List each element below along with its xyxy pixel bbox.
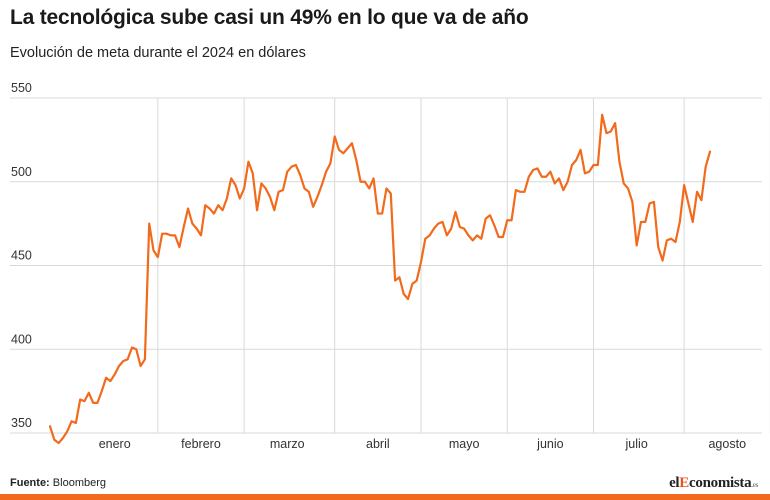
x-tick-label-marzo: marzo [270, 437, 305, 451]
x-tick-label-mayo: mayo [449, 437, 480, 451]
x-tick-label-enero: enero [99, 437, 131, 451]
y-tick-label-550: 550 [11, 81, 32, 95]
y-tick-label-400: 400 [11, 332, 32, 346]
source-value: Bloomberg [52, 477, 106, 489]
y-tick-label-350: 350 [11, 416, 32, 430]
x-tick-label-junio: junio [536, 437, 563, 451]
brand-suffix: .es [751, 481, 758, 489]
y-tick-label-450: 450 [11, 249, 32, 263]
brand-bar [0, 494, 770, 500]
brand-prefix: el [669, 475, 680, 491]
y-tick-label-500: 500 [11, 165, 32, 179]
x-tick-label-abril: abril [366, 437, 390, 451]
brand-e: E [679, 475, 690, 491]
chart-subtitle: Evolución de meta durante el 2024 en dól… [10, 45, 306, 61]
source-note: Fuente: Bloomberg [10, 477, 106, 489]
x-tick-label-febrero: febrero [181, 437, 221, 451]
x-tick-label-agosto: agosto [708, 437, 746, 451]
chart-title: La tecnológica sube casi un 49% en lo qu… [10, 6, 529, 29]
series-line-meta [48, 113, 712, 445]
brand-rest: conomista [689, 475, 752, 491]
brand-logo[interactable]: elEconomista.es [669, 475, 758, 492]
x-tick-label-julio: julio [625, 437, 648, 451]
source-label: Fuente: [10, 477, 50, 489]
line-chart: 350 400 450 500 550 enero febrero marzo abril may… [10, 81, 770, 451]
